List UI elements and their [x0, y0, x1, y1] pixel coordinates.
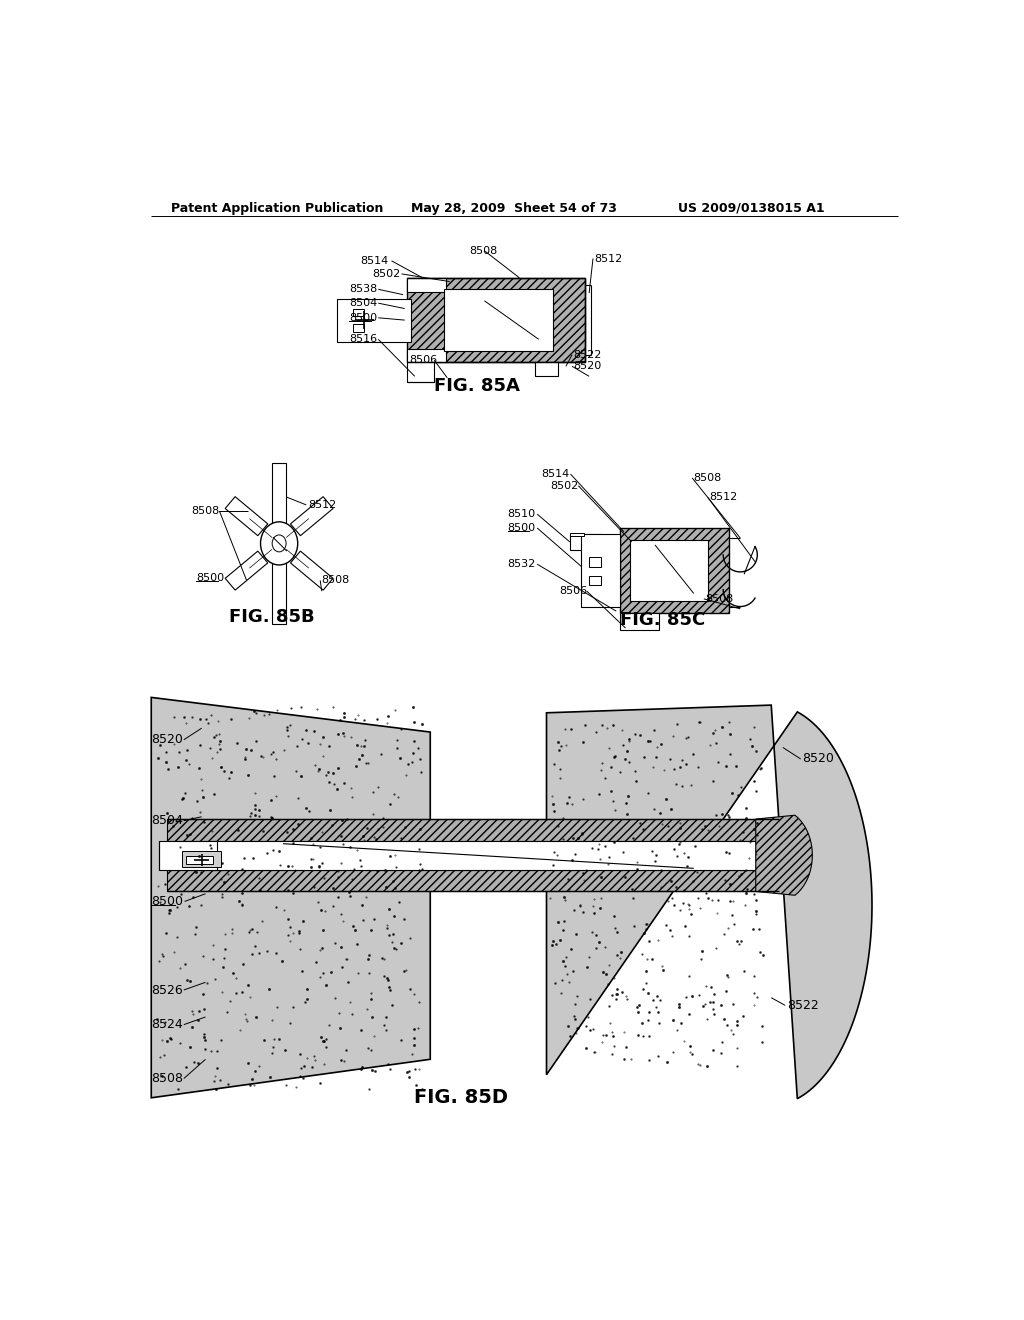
Polygon shape — [756, 816, 812, 895]
Bar — [352, 309, 365, 317]
Text: FIG. 85C: FIG. 85C — [621, 611, 706, 630]
Text: 8516: 8516 — [349, 334, 377, 345]
Text: FIG. 85B: FIG. 85B — [228, 607, 314, 626]
Bar — [621, 528, 729, 612]
Text: 8500: 8500 — [349, 313, 377, 323]
Text: 8508: 8508 — [706, 594, 733, 603]
Text: 8500: 8500 — [197, 573, 224, 583]
Bar — [535, 363, 558, 376]
Bar — [182, 851, 221, 867]
Ellipse shape — [272, 535, 286, 552]
Text: 8510: 8510 — [508, 510, 536, 519]
Text: 8514: 8514 — [360, 256, 389, 265]
Text: 8508: 8508 — [322, 576, 350, 585]
Text: FIG. 85D: FIG. 85D — [415, 1088, 508, 1107]
Text: 8512: 8512 — [710, 492, 737, 502]
Bar — [569, 532, 584, 536]
Text: 8526: 8526 — [152, 983, 183, 997]
Text: US 2009/0138015 A1: US 2009/0138015 A1 — [678, 202, 825, 215]
Text: 8512: 8512 — [308, 500, 336, 510]
Text: 8520: 8520 — [573, 362, 602, 371]
Text: 8524: 8524 — [152, 1018, 183, 1031]
Bar — [582, 535, 621, 607]
Bar — [407, 363, 434, 381]
Text: 8502: 8502 — [372, 269, 400, 279]
Text: 8508: 8508 — [693, 473, 722, 483]
Text: 8508: 8508 — [152, 1072, 183, 1085]
Text: May 28, 2009  Sheet 54 of 73: May 28, 2009 Sheet 54 of 73 — [411, 202, 616, 215]
Polygon shape — [225, 552, 268, 590]
Bar — [272, 462, 286, 624]
Bar — [589, 576, 601, 585]
Polygon shape — [547, 705, 872, 1098]
Text: 8508: 8508 — [469, 246, 498, 256]
Text: 8508: 8508 — [191, 506, 220, 516]
Bar — [444, 289, 553, 351]
Text: 8512: 8512 — [595, 253, 623, 264]
Text: 8522: 8522 — [573, 350, 602, 360]
Bar — [756, 818, 783, 891]
Bar — [407, 277, 445, 292]
Text: 8532: 8532 — [508, 560, 536, 569]
Polygon shape — [225, 496, 268, 536]
Polygon shape — [152, 697, 430, 1098]
Text: FIG. 85A: FIG. 85A — [434, 376, 520, 395]
Bar — [407, 277, 586, 363]
Polygon shape — [291, 496, 333, 536]
Text: 8504: 8504 — [152, 814, 183, 828]
Bar — [213, 841, 756, 870]
Text: 8538: 8538 — [349, 284, 377, 294]
Bar — [352, 323, 365, 331]
Bar — [407, 348, 445, 363]
Bar — [167, 818, 779, 841]
Bar — [167, 870, 779, 891]
Text: Patent Application Publication: Patent Application Publication — [171, 202, 383, 215]
Bar — [621, 612, 658, 630]
Text: 8502: 8502 — [550, 480, 579, 491]
Text: 8520: 8520 — [802, 752, 835, 766]
Ellipse shape — [260, 521, 298, 565]
Bar — [337, 300, 411, 342]
Text: 8506: 8506 — [559, 586, 587, 597]
Bar — [569, 535, 601, 549]
Bar — [630, 540, 708, 601]
Bar — [159, 841, 217, 870]
Polygon shape — [291, 552, 333, 590]
Text: 8500: 8500 — [152, 895, 183, 908]
Bar — [186, 857, 213, 863]
Text: 8514: 8514 — [541, 469, 569, 479]
Text: 8522: 8522 — [786, 999, 818, 1012]
Text: 8504: 8504 — [349, 298, 377, 308]
Bar — [589, 557, 601, 566]
Text: 8520: 8520 — [152, 733, 183, 746]
Text: 8506: 8506 — [410, 355, 437, 366]
Text: 8500: 8500 — [508, 523, 536, 533]
